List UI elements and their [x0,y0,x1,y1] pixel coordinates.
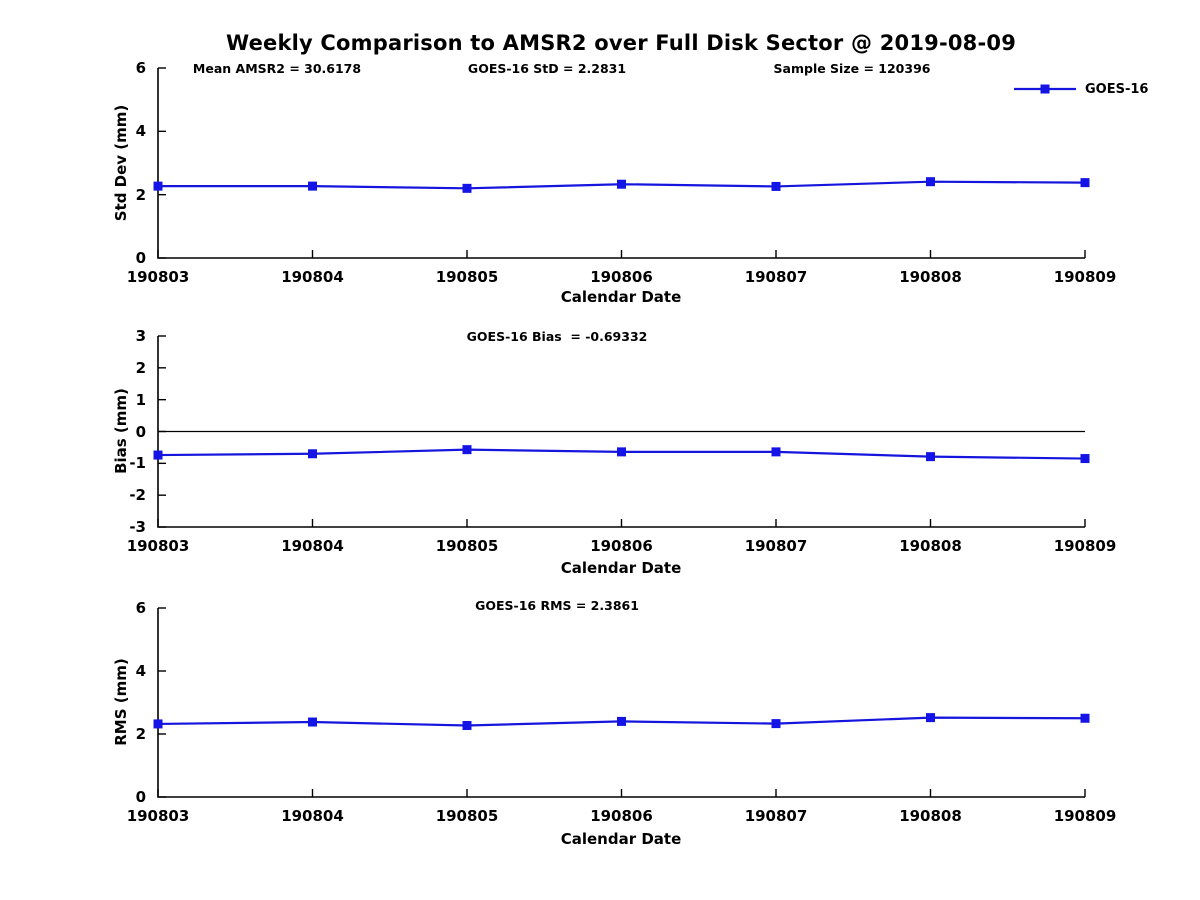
rms-data-marker [308,717,317,727]
legend-label: GOES-16 [1085,81,1149,97]
std-dev-data-marker [771,181,781,191]
annotation-goes16-std: GOES-16 StD = 2.2831 [467,61,627,76]
legend: GOES-16 [1014,81,1148,97]
annotation-mean-amsr2: Mean AMSR2 = 30.6178 [192,61,362,76]
bias-y-tick-label: -2 [129,486,146,505]
bias-x-tick-label: 190804 [281,537,344,555]
rms-data-marker [462,720,472,730]
std-dev-y-tick-label: 0 [135,249,146,267]
bias-data-marker [617,447,626,457]
rms-data-marker [617,716,626,726]
bias-x-tick-label: 190803 [126,537,190,555]
xlabel-calendar-date-middle: Calendar Date [560,559,682,577]
std-dev-data-marker [153,181,163,191]
std-dev-data-marker [308,181,317,191]
annotation-goes16-rms: GOES-16 RMS = 2.3861 [475,598,639,613]
rms-x-tick-label: 190805 [435,807,499,825]
bias-y-tick-label: 2 [135,358,146,377]
bias-data-marker [153,450,163,460]
bias-y-tick-label: -3 [129,518,146,536]
xlabel-calendar-date-bottom: Calendar Date [560,830,682,848]
std-dev-data-marker [926,177,935,187]
std-dev-data-marker [462,183,472,193]
std-dev-y-tick-label: 4 [135,122,146,141]
bias-x-tick-label: 190808 [899,537,962,555]
legend-line-marker-icon [1014,84,1076,94]
std-dev-x-tick-label: 190805 [435,268,499,286]
rms-x-tick-label: 190809 [1053,807,1117,825]
std-dev-y-tick-label: 2 [135,185,146,204]
rms-data-marker [926,713,935,723]
rms-x-tick-label: 190807 [744,807,808,825]
rms-data-marker [1080,713,1090,723]
rms-y-tick-label: 2 [135,725,146,743]
bias-x-tick-label: 190805 [435,537,499,555]
std-dev-x-tick-label: 190807 [744,268,808,286]
bias-y-tick-label: 3 [135,327,146,345]
bias-data-marker [1080,454,1090,464]
bias-x-tick-label: 190807 [744,537,808,555]
bias-data-marker [462,445,472,455]
bias-data-marker [771,447,781,457]
std-dev-data-marker [1080,178,1090,188]
std-dev-x-tick-label: 190804 [281,268,344,286]
rms-y-tick-label: 0 [135,788,146,806]
rms-data-marker [153,719,163,729]
std-dev-y-tick-label: 6 [135,59,146,77]
annotation-sample-size: Sample Size = 120396 [773,61,931,76]
bias-x-tick-label: 190806 [590,537,653,555]
rms-y-tick-label: 6 [135,599,146,617]
rms-x-tick-label: 190803 [126,807,190,825]
rms-y-tick-label: 4 [135,662,146,680]
bias-data-marker [926,452,935,462]
std-dev-x-tick-label: 190806 [590,268,653,286]
std-dev-axes [157,68,1085,259]
std-dev-x-tick-label: 190803 [126,268,190,286]
figure-title: Weekly Comparison to AMSR2 over Full Dis… [225,31,1017,55]
bias-y-tick-label: -1 [129,454,146,473]
bias-y-tick-label: 1 [135,390,146,409]
bias-y-tick-label: 0 [135,422,146,441]
bias-data-marker [308,449,317,459]
annotation-goes16-bias: GOES-16 Bias = -0.69332 [466,329,648,344]
rms-x-tick-label: 190806 [590,807,653,825]
bias-x-tick-label: 190809 [1053,537,1117,555]
rms-axes [157,608,1085,798]
rms-x-tick-label: 190808 [899,807,962,825]
rms-data-marker [771,719,781,729]
xlabel-calendar-date-top: Calendar Date [560,288,682,306]
std-dev-x-tick-label: 190809 [1053,268,1117,286]
std-dev-x-tick-label: 190808 [899,268,962,286]
rms-x-tick-label: 190804 [281,807,344,825]
std-dev-data-marker [617,179,626,189]
